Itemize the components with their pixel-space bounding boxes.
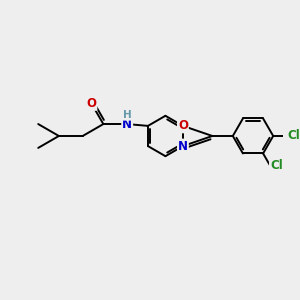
Text: N: N: [178, 140, 188, 153]
Text: H: H: [123, 110, 132, 120]
Text: O: O: [86, 97, 96, 110]
Text: Cl: Cl: [270, 159, 283, 172]
Text: Cl: Cl: [287, 130, 300, 142]
Text: O: O: [178, 119, 188, 132]
Text: N: N: [122, 118, 132, 130]
